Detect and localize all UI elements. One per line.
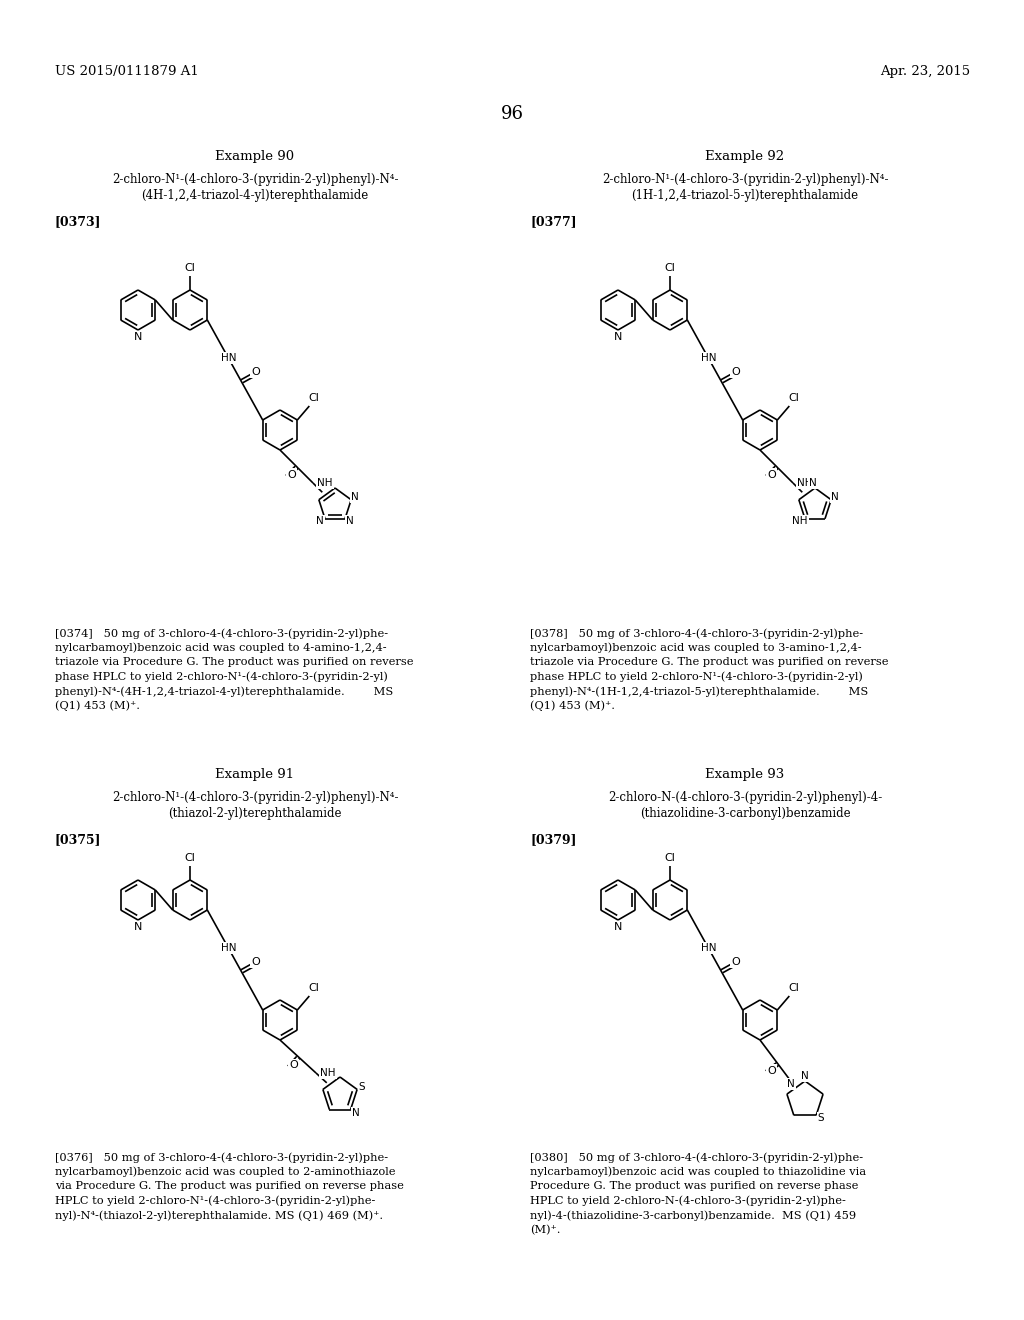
- Text: triazole via Procedure G. The product was purified on reverse: triazole via Procedure G. The product wa…: [530, 657, 889, 667]
- Text: HN: HN: [220, 352, 237, 363]
- Text: (thiazolidine-3-carbonyl)benzamide: (thiazolidine-3-carbonyl)benzamide: [640, 807, 850, 820]
- Text: N: N: [134, 333, 142, 342]
- Text: Cl: Cl: [665, 853, 676, 863]
- Text: 2-chloro-N¹-(4-chloro-3-(pyridin-2-yl)phenyl)-N⁴-: 2-chloro-N¹-(4-chloro-3-(pyridin-2-yl)ph…: [112, 791, 398, 804]
- Text: O: O: [290, 1060, 298, 1069]
- Text: phenyl)-N⁴-(4H-1,2,4-triazol-4-yl)terephthalamide.        MS: phenyl)-N⁴-(4H-1,2,4-triazol-4-yl)tereph…: [55, 686, 393, 697]
- Text: 2-chloro-N-(4-chloro-3-(pyridin-2-yl)phenyl)-4-: 2-chloro-N-(4-chloro-3-(pyridin-2-yl)phe…: [608, 791, 882, 804]
- Text: N: N: [613, 333, 623, 342]
- Text: N: N: [831, 492, 839, 502]
- Text: [0378]   50 mg of 3-chloro-4-(4-chloro-3-(pyridin-2-yl)phe-: [0378] 50 mg of 3-chloro-4-(4-chloro-3-(…: [530, 628, 863, 639]
- Text: [0376]   50 mg of 3-chloro-4-(4-chloro-3-(pyridin-2-yl)phe-: [0376] 50 mg of 3-chloro-4-(4-chloro-3-(…: [55, 1152, 388, 1163]
- Text: (Q1) 453 (M)⁺.: (Q1) 453 (M)⁺.: [55, 701, 140, 711]
- Text: nylcarbamoyl)benzoic acid was coupled to 2-aminothiazole: nylcarbamoyl)benzoic acid was coupled to…: [55, 1167, 395, 1177]
- Text: Cl: Cl: [787, 393, 799, 403]
- Text: N: N: [613, 921, 623, 932]
- Text: S: S: [818, 1113, 824, 1123]
- Text: via Procedure G. The product was purified on reverse phase: via Procedure G. The product was purifie…: [55, 1181, 403, 1191]
- Text: N: N: [346, 516, 354, 525]
- Text: HN: HN: [700, 942, 716, 953]
- Text: phase HPLC to yield 2-chloro-N¹-(4-chloro-3-(pyridin-2-yl): phase HPLC to yield 2-chloro-N¹-(4-chlor…: [55, 672, 388, 682]
- Text: Cl: Cl: [787, 983, 799, 993]
- Text: HPLC to yield 2-chloro-N-(4-chloro-3-(pyridin-2-yl)phe-: HPLC to yield 2-chloro-N-(4-chloro-3-(py…: [530, 1196, 846, 1206]
- Text: Example 93: Example 93: [706, 768, 784, 781]
- Text: NH: NH: [793, 516, 808, 525]
- Text: O: O: [767, 1065, 776, 1076]
- Text: HPLC to yield 2-chloro-N¹-(4-chloro-3-(pyridin-2-yl)phe-: HPLC to yield 2-chloro-N¹-(4-chloro-3-(p…: [55, 1196, 376, 1206]
- Text: O: O: [731, 367, 739, 376]
- Text: [0380]   50 mg of 3-chloro-4-(4-chloro-3-(pyridin-2-yl)phe-: [0380] 50 mg of 3-chloro-4-(4-chloro-3-(…: [530, 1152, 863, 1163]
- Text: HN: HN: [220, 942, 237, 953]
- Text: N: N: [134, 921, 142, 932]
- Text: triazole via Procedure G. The product was purified on reverse: triazole via Procedure G. The product wa…: [55, 657, 414, 667]
- Text: Apr. 23, 2015: Apr. 23, 2015: [880, 65, 970, 78]
- Text: [0377]: [0377]: [530, 215, 577, 228]
- Text: Example 90: Example 90: [215, 150, 295, 162]
- Text: nyl)-4-(thiazolidine-3-carbonyl)benzamide.  MS (Q1) 459: nyl)-4-(thiazolidine-3-carbonyl)benzamid…: [530, 1210, 856, 1221]
- Text: Cl: Cl: [665, 263, 676, 273]
- Text: nylcarbamoyl)benzoic acid was coupled to 4-amino-1,2,4-: nylcarbamoyl)benzoic acid was coupled to…: [55, 643, 387, 653]
- Text: NH: NH: [319, 1068, 336, 1078]
- Text: [0373]: [0373]: [55, 215, 101, 228]
- Text: N: N: [787, 1078, 795, 1089]
- Text: 2-chloro-N¹-(4-chloro-3-(pyridin-2-yl)phenyl)-N⁴-: 2-chloro-N¹-(4-chloro-3-(pyridin-2-yl)ph…: [602, 173, 888, 186]
- Text: N: N: [351, 1107, 359, 1118]
- Text: O: O: [731, 957, 739, 966]
- Text: O: O: [251, 957, 260, 966]
- Text: Example 91: Example 91: [215, 768, 295, 781]
- Text: NH: NH: [797, 478, 812, 488]
- Text: 96: 96: [501, 106, 523, 123]
- Text: Cl: Cl: [184, 263, 196, 273]
- Text: N: N: [316, 516, 324, 525]
- Text: NH: NH: [317, 478, 333, 488]
- Text: phase HPLC to yield 2-chloro-N¹-(4-chloro-3-(pyridin-2-yl): phase HPLC to yield 2-chloro-N¹-(4-chlor…: [530, 672, 863, 682]
- Text: N: N: [801, 1071, 809, 1081]
- Text: [0379]: [0379]: [530, 833, 577, 846]
- Text: O: O: [767, 470, 776, 479]
- Text: Cl: Cl: [184, 853, 196, 863]
- Text: HN: HN: [700, 352, 716, 363]
- Text: O: O: [251, 367, 260, 376]
- Text: (4H-1,2,4-triazol-4-yl)terephthalamide: (4H-1,2,4-triazol-4-yl)terephthalamide: [141, 189, 369, 202]
- Text: (thiazol-2-yl)terephthalamide: (thiazol-2-yl)terephthalamide: [168, 807, 342, 820]
- Text: Cl: Cl: [308, 983, 318, 993]
- Text: nyl)-N⁴-(thiazol-2-yl)terephthalamide. MS (Q1) 469 (M)⁺.: nyl)-N⁴-(thiazol-2-yl)terephthalamide. M…: [55, 1210, 383, 1221]
- Text: S: S: [358, 1082, 366, 1093]
- Text: Example 92: Example 92: [706, 150, 784, 162]
- Text: US 2015/0111879 A1: US 2015/0111879 A1: [55, 65, 199, 78]
- Text: O: O: [288, 470, 296, 479]
- Text: Cl: Cl: [308, 393, 318, 403]
- Text: (M)⁺.: (M)⁺.: [530, 1225, 560, 1234]
- Text: N: N: [351, 492, 359, 502]
- Text: (1H-1,2,4-triazol-5-yl)terephthalamide: (1H-1,2,4-triazol-5-yl)terephthalamide: [632, 189, 858, 202]
- Text: [0374]   50 mg of 3-chloro-4-(4-chloro-3-(pyridin-2-yl)phe-: [0374] 50 mg of 3-chloro-4-(4-chloro-3-(…: [55, 628, 388, 639]
- Text: nylcarbamoyl)benzoic acid was coupled to thiazolidine via: nylcarbamoyl)benzoic acid was coupled to…: [530, 1167, 866, 1177]
- Text: 2-chloro-N¹-(4-chloro-3-(pyridin-2-yl)phenyl)-N⁴-: 2-chloro-N¹-(4-chloro-3-(pyridin-2-yl)ph…: [112, 173, 398, 186]
- Text: [0375]: [0375]: [55, 833, 101, 846]
- Text: phenyl)-N⁴-(1H-1,2,4-triazol-5-yl)terephthalamide.        MS: phenyl)-N⁴-(1H-1,2,4-triazol-5-yl)tereph…: [530, 686, 868, 697]
- Text: (Q1) 453 (M)⁺.: (Q1) 453 (M)⁺.: [530, 701, 615, 711]
- Text: N: N: [809, 478, 817, 488]
- Text: Procedure G. The product was purified on reverse phase: Procedure G. The product was purified on…: [530, 1181, 858, 1191]
- Text: nylcarbamoyl)benzoic acid was coupled to 3-amino-1,2,4-: nylcarbamoyl)benzoic acid was coupled to…: [530, 643, 861, 653]
